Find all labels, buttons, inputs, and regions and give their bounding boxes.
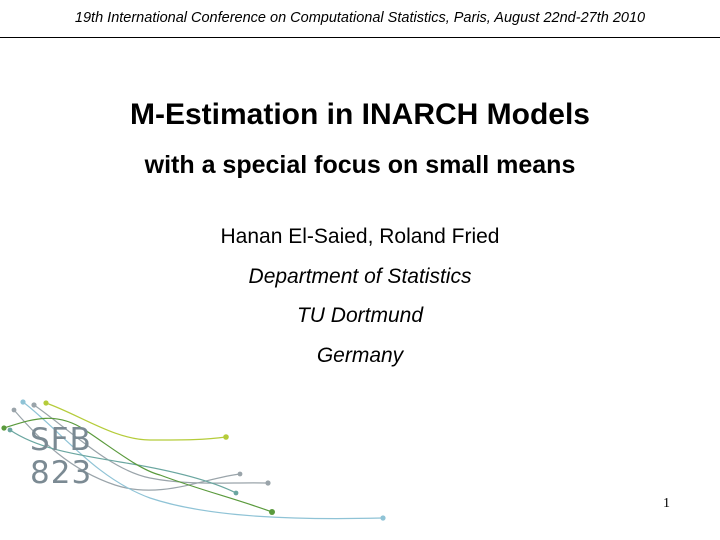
logo-line-1: SFB [30,422,92,458]
logo-curve-blue [22,401,384,520]
conference-header: 19th International Conference on Computa… [74,10,646,26]
author-department: Department of Statistics [248,264,472,288]
author-university: TU Dortmund [296,304,424,327]
author-names: Hanan El-Saied, Roland Fried [220,225,500,248]
logo-curve-green [3,417,273,513]
logo-curve-gray-1 [33,404,269,484]
page-number: 1 [663,496,670,511]
sfb-logo-graphic [1,399,386,521]
slide-title: M-Estimation in INARCH Models [129,98,590,131]
logo-curve-lime [45,402,227,441]
author-country: Germany [316,343,404,367]
slide-subtitle: with a special focus on small means [144,151,576,179]
logo-curve-teal [9,429,237,494]
header-divider [0,37,720,38]
author-block: Hanan El-Saied, Roland Fried Department … [0,221,720,379]
logo-line-2: 823 [30,455,93,491]
logo-dots [1,399,386,521]
sfb-logo-wordmark: SFB 823 [30,424,100,490]
